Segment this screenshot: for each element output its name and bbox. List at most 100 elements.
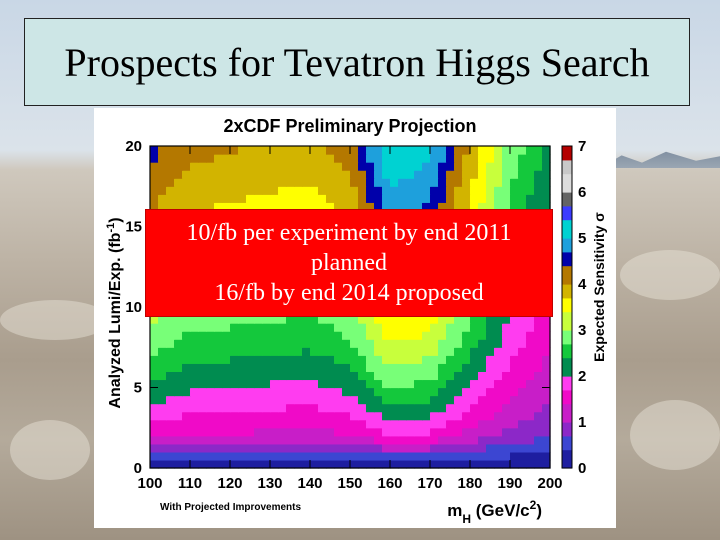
heatmap-cell	[198, 363, 207, 372]
heatmap-cell	[382, 443, 391, 453]
heatmap-cell	[374, 387, 383, 397]
heatmap-cell	[158, 387, 167, 397]
heatmap-cell	[158, 194, 167, 203]
heatmap-cell	[182, 427, 191, 437]
heatmap-cell	[286, 443, 295, 453]
heatmap-cell	[358, 371, 367, 381]
heatmap-cell	[254, 347, 263, 356]
heatmap-cell	[382, 435, 391, 445]
heatmap-cell	[478, 170, 487, 179]
heatmap-cell	[214, 339, 223, 348]
heatmap-cell	[302, 186, 311, 195]
heatmap-cell	[518, 443, 527, 453]
heatmap-cell	[406, 419, 415, 429]
heatmap-cell	[246, 355, 255, 364]
heatmap-cell	[254, 451, 263, 461]
heatmap-cell	[334, 459, 343, 469]
heatmap-cell	[190, 395, 199, 405]
heatmap-cell	[262, 186, 271, 195]
heatmap-cell	[454, 403, 463, 413]
heatmap-cell	[462, 411, 471, 421]
heatmap-cell	[494, 170, 503, 179]
heatmap-cell	[270, 339, 279, 348]
heatmap-cell	[422, 347, 431, 356]
heatmap-cell	[462, 339, 471, 348]
heatmap-cell	[414, 178, 423, 187]
chart-title: 2xCDF Preliminary Projection	[223, 116, 476, 136]
heatmap-cell	[198, 331, 207, 340]
heatmap-cell	[166, 202, 175, 211]
heatmap-cell	[166, 427, 175, 437]
heatmap-cell	[382, 146, 391, 155]
heatmap-cell	[158, 146, 167, 155]
heatmap-cell	[238, 146, 247, 155]
heatmap-cell	[446, 347, 455, 356]
heatmap-cell	[302, 395, 311, 405]
heatmap-cell	[302, 315, 311, 324]
heatmap-cell	[342, 395, 351, 405]
heatmap-cell	[166, 347, 175, 356]
heatmap-cell	[462, 170, 471, 179]
heatmap-cell	[534, 451, 543, 461]
heatmap-cell	[430, 331, 439, 340]
heatmap-cell	[238, 186, 247, 195]
heatmap-cell	[438, 427, 447, 437]
heatmap-cell	[542, 363, 551, 372]
luminosity-callout: 10/fb per experiment by end 2011 planned…	[145, 209, 553, 317]
heatmap-cell	[166, 355, 175, 364]
heatmap-cell	[222, 323, 231, 332]
color-bar-segment	[562, 270, 572, 276]
heatmap-cell	[222, 194, 231, 203]
heatmap-cell	[526, 331, 535, 340]
heatmap-cell	[454, 202, 463, 211]
heatmap-cell	[158, 451, 167, 461]
heatmap-cell	[462, 363, 471, 372]
heatmap-cell	[414, 186, 423, 195]
heatmap-cell	[542, 419, 551, 429]
heatmap-cell	[342, 363, 351, 372]
heatmap-cell	[526, 146, 535, 155]
heatmap-cell	[190, 170, 199, 179]
heatmap-cell	[254, 395, 263, 405]
heatmap-cell	[230, 178, 239, 187]
heatmap-cell	[398, 186, 407, 195]
heatmap-cell	[150, 371, 159, 381]
heatmap-cell	[398, 363, 407, 372]
heatmap-cell	[382, 347, 391, 356]
color-bar-segment	[562, 348, 572, 354]
heatmap-cell	[478, 323, 487, 332]
heatmap-cell	[158, 339, 167, 348]
heatmap-cell	[310, 427, 319, 437]
color-bar-segment	[562, 371, 572, 377]
heatmap-cell	[422, 451, 431, 461]
heatmap-cell	[406, 194, 415, 203]
heatmap-cell	[334, 363, 343, 372]
heatmap-cell	[158, 186, 167, 195]
heatmap-cell	[310, 379, 319, 389]
heatmap-cell	[318, 411, 327, 421]
heatmap-cell	[486, 427, 495, 437]
color-bar-segment	[562, 178, 572, 184]
heatmap-cell	[158, 411, 167, 421]
heatmap-cell	[294, 419, 303, 429]
heatmap-cell	[518, 403, 527, 413]
heatmap-cell	[486, 395, 495, 405]
heatmap-cell	[358, 355, 367, 364]
heatmap-cell	[398, 178, 407, 187]
heatmap-cell	[214, 186, 223, 195]
heatmap-cell	[214, 178, 223, 187]
heatmap-cell	[422, 170, 431, 179]
heatmap-cell	[470, 387, 479, 397]
heatmap-cell	[318, 419, 327, 429]
heatmap-cell	[286, 395, 295, 405]
heatmap-cell	[414, 395, 423, 405]
heatmap-cell	[334, 403, 343, 413]
heatmap-cell	[278, 379, 287, 389]
heatmap-cell	[486, 323, 495, 332]
heatmap-cell	[326, 162, 335, 171]
heatmap-cell	[486, 459, 495, 469]
heatmap-cell	[406, 315, 415, 324]
heatmap-cell	[254, 315, 263, 324]
heatmap-cell	[470, 419, 479, 429]
heatmap-cell	[238, 387, 247, 397]
